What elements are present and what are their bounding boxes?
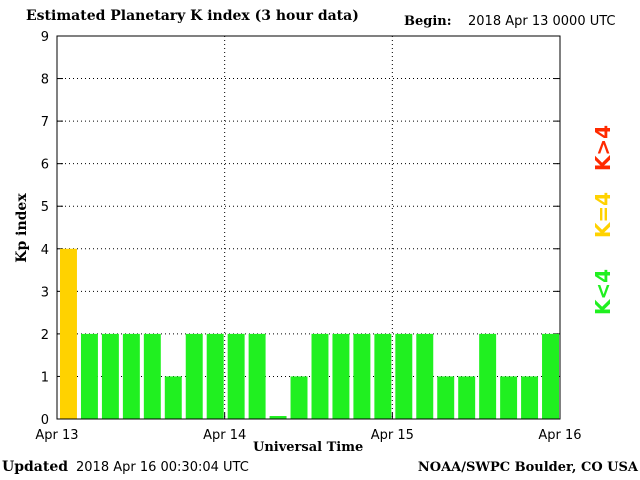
kp-bar (542, 333, 559, 419)
legend-below-4: K<4 (591, 268, 615, 316)
kp-bar (332, 333, 350, 419)
y-tick-label: 8 (41, 73, 49, 88)
kp-bar (248, 333, 266, 419)
kp-bar (185, 333, 203, 419)
kp-bar (143, 333, 161, 419)
kp-bar (101, 333, 119, 419)
kp-bar (269, 416, 287, 419)
x-tick-label: Apr 13 (35, 428, 78, 443)
chart-title: Estimated Planetary K index (3 hour data… (26, 8, 359, 24)
y-tick-label: 1 (41, 370, 49, 385)
kp-bar (395, 333, 413, 419)
y-tick-label: 5 (41, 200, 49, 215)
kp-bar (60, 248, 77, 419)
y-tick-label: 7 (41, 115, 49, 130)
source-credit: NOAA/SWPC Boulder, CO USA (417, 460, 638, 475)
y-axis-label: Kp index (14, 193, 30, 263)
kp-bar (500, 376, 518, 419)
legend-above-4: K>4 (591, 124, 615, 172)
updated-timestamp: 2018 Apr 16 00:30:04 UTC (76, 460, 249, 475)
y-tick-label: 4 (41, 243, 49, 258)
kp-bar (206, 333, 224, 419)
y-tick-label: 3 (41, 285, 49, 300)
kp-bar (122, 333, 140, 419)
y-tick-label: 6 (41, 158, 49, 173)
kp-bar (80, 333, 98, 419)
updated-label: Updated (2, 459, 69, 475)
kp-bar (437, 376, 455, 419)
x-axis-label: Universal Time (253, 440, 364, 455)
kp-bar (164, 376, 182, 419)
plot-frame (56, 35, 561, 420)
begin-value: 2018 Apr 13 0000 UTC (468, 14, 616, 29)
kp-bar (353, 333, 371, 419)
kp-bar (458, 376, 476, 419)
y-tick-label: 0 (41, 413, 49, 428)
y-tick-label: 9 (41, 30, 49, 45)
x-tick-label: Apr 15 (371, 428, 414, 443)
kp-bar (416, 333, 434, 419)
kp-bar (311, 333, 329, 419)
y-tick-label: 2 (41, 328, 49, 343)
kp-bar (521, 376, 539, 419)
kp-bar (227, 333, 245, 419)
kp-bar (479, 333, 497, 419)
kp-bar (290, 376, 308, 419)
legend-equal-4: K=4 (591, 191, 615, 239)
begin-label: Begin: (404, 14, 452, 29)
x-tick-label: Apr 14 (203, 428, 246, 443)
x-tick-label: Apr 16 (538, 428, 581, 443)
kp-bar (374, 333, 392, 419)
